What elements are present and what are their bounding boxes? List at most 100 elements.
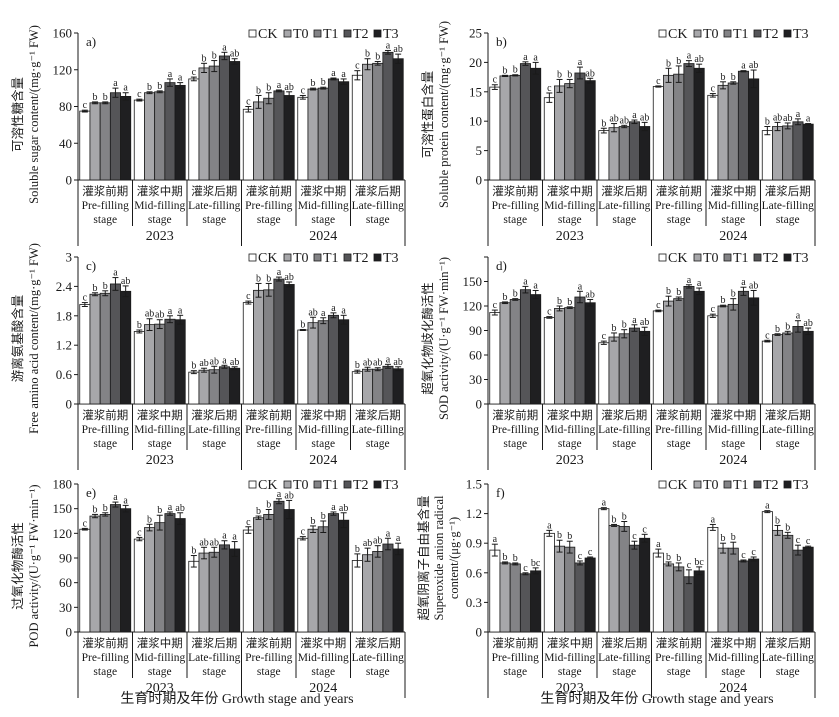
legend-label: T1 xyxy=(323,478,339,493)
bar-t1 xyxy=(317,320,329,405)
significance-label: b xyxy=(622,511,627,522)
significance-label: ab xyxy=(749,280,758,291)
significance-label: c xyxy=(711,84,716,95)
significance-label: c xyxy=(588,547,593,558)
y-tick-label: 0.9 xyxy=(466,536,482,551)
category-label-cn: 灌浆前期 xyxy=(656,408,702,422)
significance-label: b xyxy=(157,505,162,516)
significance-label: c xyxy=(246,97,251,108)
bar-t1 xyxy=(564,546,576,633)
bar-t0 xyxy=(608,127,620,181)
category-label-stage: stage xyxy=(776,666,800,678)
significance-label: b xyxy=(365,49,370,60)
category-label-cn: 灌浆后期 xyxy=(601,636,647,650)
bar-t1 xyxy=(208,65,220,181)
legend-label: T2 xyxy=(763,27,779,42)
category-label-cn: 灌浆前期 xyxy=(492,408,538,422)
panel-label: d) xyxy=(496,258,507,273)
significance-label: b xyxy=(137,320,142,331)
bar-t2 xyxy=(109,504,121,633)
legend-label: CK xyxy=(258,251,277,266)
category-label-stage: stage xyxy=(612,666,636,678)
bar-t3 xyxy=(693,67,705,181)
bar-t1 xyxy=(154,522,166,633)
category-label-en: Mid-filling xyxy=(134,200,185,212)
significance-label: b xyxy=(666,58,671,69)
category-label-stage: stage xyxy=(366,666,390,678)
significance-label: ab xyxy=(199,358,208,369)
y-tick-label: 0 xyxy=(66,625,73,640)
bar-t0 xyxy=(499,562,511,633)
category-label-cn: 灌浆前期 xyxy=(246,408,292,422)
bar-t0 xyxy=(772,529,784,633)
bar-t3 xyxy=(748,297,760,405)
significance-label: b xyxy=(256,85,261,96)
category-label-stage: stage xyxy=(721,214,745,226)
category-label-cn: 灌浆前期 xyxy=(492,184,538,198)
y-axis-title-cn: 过氧化物酶活性 xyxy=(10,522,25,610)
legend-swatch-t2 xyxy=(343,29,352,38)
bar-t0 xyxy=(554,545,566,633)
bar-t1 xyxy=(99,514,111,633)
category-label-en: Mid-filling xyxy=(708,200,759,212)
bar-t3 xyxy=(584,557,596,633)
bar-t0 xyxy=(253,517,265,633)
bar-t0 xyxy=(362,554,374,633)
legend-swatch-t2 xyxy=(753,29,762,38)
category-label-cn: 灌浆后期 xyxy=(765,636,811,650)
category-label-stage: stage xyxy=(93,214,117,226)
bar-t1 xyxy=(782,534,794,633)
significance-label: ab xyxy=(284,272,293,283)
bar-t0 xyxy=(717,547,729,633)
bar-t2 xyxy=(273,90,285,181)
significance-label: a xyxy=(168,306,173,317)
year-label: 2023 xyxy=(556,453,584,468)
bar-t0 xyxy=(89,515,101,633)
y-tick-label: 10 xyxy=(469,114,482,129)
bar-t2 xyxy=(519,63,531,181)
year-label: 2023 xyxy=(146,681,174,696)
y-axis-title-cn: 超氧化物歧化酶活性 xyxy=(420,282,435,395)
category-label-stage: stage xyxy=(503,666,527,678)
significance-label: ab xyxy=(640,112,649,123)
y-tick-label: 60 xyxy=(469,348,482,363)
category-label-cn: 灌浆前期 xyxy=(246,184,292,198)
significance-label: bc xyxy=(694,557,704,568)
significance-label: a xyxy=(765,501,770,512)
significance-label: a xyxy=(277,489,282,500)
legend-label: T0 xyxy=(293,251,309,266)
bar-ck xyxy=(297,329,309,405)
category-label-cn: 灌浆前期 xyxy=(492,636,538,650)
legend-swatch-t2 xyxy=(753,253,762,262)
significance-label: b xyxy=(567,531,572,542)
category-label-en: Late-filling xyxy=(352,652,405,664)
legend-swatch-t2 xyxy=(753,480,762,489)
significance-label: b xyxy=(103,503,108,514)
category-label-en: Pre-filling xyxy=(82,200,130,212)
significance-label: b xyxy=(256,273,261,284)
year-label: 2024 xyxy=(309,681,337,696)
bar-ck xyxy=(79,304,91,405)
y-tick-label: 0 xyxy=(476,173,483,188)
category-label-stage: stage xyxy=(202,214,226,226)
bar-t0 xyxy=(717,84,729,181)
legend-swatch-t3 xyxy=(783,253,792,262)
significance-label: a xyxy=(232,532,237,543)
y-tick-label: 1.5 xyxy=(466,477,482,492)
significance-label: ab xyxy=(145,309,154,320)
significance-label: a xyxy=(523,276,528,287)
significance-label: c xyxy=(602,331,607,342)
bar-t3 xyxy=(338,319,350,405)
significance-label: a xyxy=(533,280,538,291)
chart-panel-e: 0 30 60 90 120 150 180 灌浆前期 Pre-filling stage 灌浆中期… xyxy=(10,477,406,698)
y-tick-label: 0 xyxy=(66,397,73,412)
significance-label: c xyxy=(642,524,647,535)
y-tick-label: 25 xyxy=(469,26,482,41)
bar-ck xyxy=(761,340,773,405)
significance-label: a xyxy=(123,495,128,506)
bar-t0 xyxy=(253,289,265,405)
panel-label: c) xyxy=(86,258,96,273)
significance-label: a xyxy=(396,533,401,544)
category-label-en: Mid-filling xyxy=(134,424,185,436)
category-label-en: Pre-filling xyxy=(82,424,130,436)
